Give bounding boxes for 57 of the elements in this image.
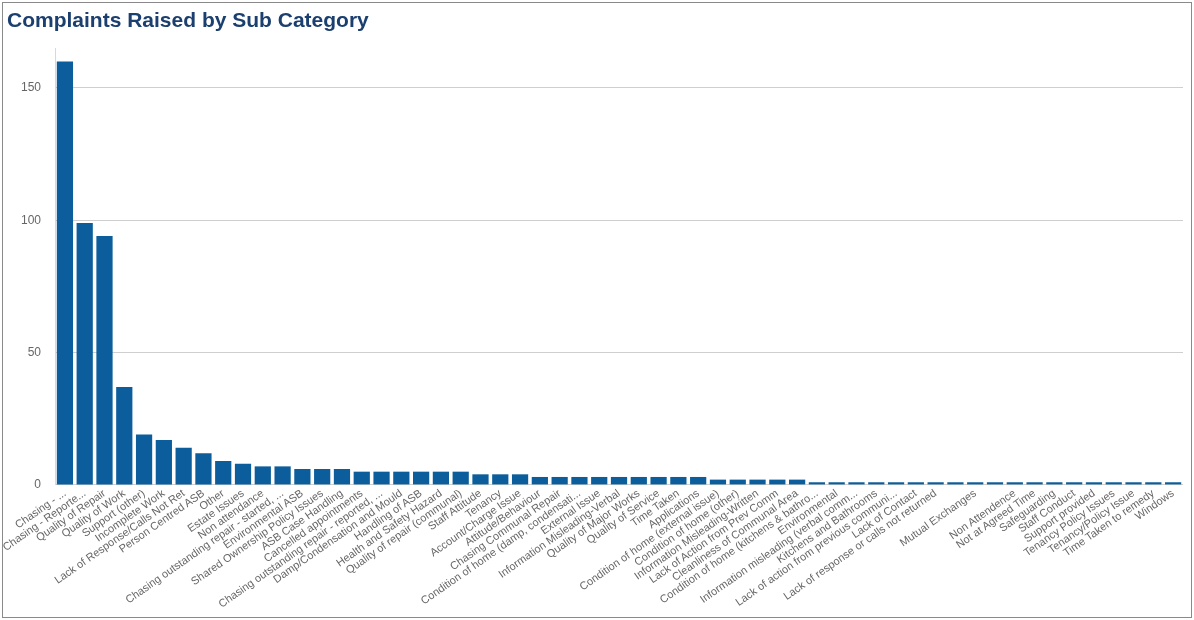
bar xyxy=(670,476,687,485)
bar xyxy=(650,476,667,485)
y-tick-label: 0 xyxy=(34,477,42,492)
bar xyxy=(630,476,647,485)
bar xyxy=(353,471,370,485)
bar xyxy=(1085,482,1103,485)
bar xyxy=(808,482,826,485)
bar xyxy=(155,439,172,485)
bar xyxy=(531,476,548,485)
bar xyxy=(907,482,924,485)
bar xyxy=(373,471,390,485)
bar xyxy=(1105,482,1122,485)
bar xyxy=(76,222,93,485)
bar xyxy=(195,453,212,485)
chart-title: Complaints Raised by Sub Category xyxy=(7,8,370,32)
bar xyxy=(215,461,232,485)
bar xyxy=(175,447,192,485)
bar xyxy=(314,469,331,485)
bar xyxy=(986,482,1004,485)
bar xyxy=(274,466,291,485)
bar xyxy=(1145,482,1162,485)
bar xyxy=(333,469,351,485)
bar xyxy=(432,471,450,485)
bar xyxy=(393,471,410,485)
y-tick-label: 100 xyxy=(20,212,42,227)
bar xyxy=(135,434,153,485)
bar xyxy=(294,469,311,485)
bar xyxy=(472,474,489,485)
bar xyxy=(967,482,984,485)
bar xyxy=(254,466,271,485)
bar xyxy=(116,386,133,485)
bar xyxy=(511,474,529,485)
bar xyxy=(56,61,74,485)
bar xyxy=(1164,482,1182,485)
bar xyxy=(452,471,469,485)
y-tick-label: 50 xyxy=(27,344,42,359)
bar xyxy=(551,476,568,485)
bar xyxy=(234,463,252,485)
bar xyxy=(96,236,113,485)
bar xyxy=(1006,482,1023,485)
bar xyxy=(1125,482,1142,485)
bar xyxy=(1046,482,1063,485)
bar xyxy=(413,471,430,485)
bar xyxy=(591,476,608,485)
bar xyxy=(887,482,905,485)
bar xyxy=(927,482,944,485)
bar xyxy=(868,482,885,485)
bar xyxy=(848,482,865,485)
y-tick-label: 150 xyxy=(20,80,42,95)
bar xyxy=(828,482,845,485)
bar xyxy=(1026,482,1043,485)
bar xyxy=(1066,482,1083,485)
bar xyxy=(571,476,588,485)
bar xyxy=(610,476,628,485)
bar xyxy=(492,474,509,485)
bar xyxy=(947,482,964,485)
bar xyxy=(690,476,707,485)
